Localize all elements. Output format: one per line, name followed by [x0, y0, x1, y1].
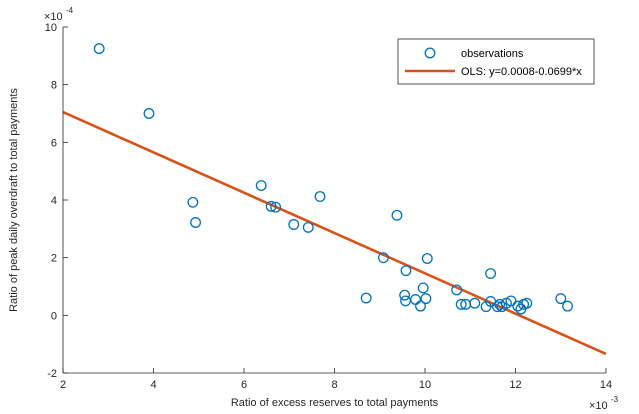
- y-tick-label: -2: [47, 368, 57, 380]
- x-tick-label: 4: [150, 379, 156, 391]
- observation-point: [521, 297, 533, 309]
- observation-point: [93, 43, 105, 55]
- observation-point: [255, 180, 267, 192]
- observation-point: [417, 282, 429, 294]
- observation-point: [391, 209, 403, 221]
- observation-point: [302, 221, 314, 233]
- observation-point: [270, 201, 282, 213]
- x-multiplier-base: ×10: [589, 400, 608, 412]
- x-multiplier-exponent: -3: [611, 395, 619, 404]
- observation-point: [420, 293, 432, 305]
- tick-labels: 2 4 6 8 10 12 14 -2 0 2 4 6 8 10: [45, 22, 612, 391]
- axes-layer: [62, 26, 607, 374]
- x-tick-label: 10: [419, 379, 431, 391]
- axes-box: [63, 27, 606, 373]
- observation-point: [415, 300, 426, 312]
- legend-entry-ols: OLS: y=0.0008-0.0699*x: [461, 66, 582, 78]
- y-tick-label: 10: [45, 22, 57, 34]
- observation-markers: [93, 43, 573, 315]
- observation-point: [377, 252, 389, 264]
- observation-point: [265, 200, 277, 212]
- x-tick-label: 14: [600, 379, 612, 391]
- ols-fit-line: [62, 110, 607, 356]
- observation-point: [190, 217, 202, 228]
- y-multiplier-exponent: -4: [66, 6, 74, 15]
- x-tick-label: 2: [60, 379, 66, 391]
- plot-area: [63, 27, 606, 373]
- x-axis-label: Ratio of excess reserves to total paymen…: [231, 397, 439, 409]
- y-tick-label: 2: [51, 253, 57, 265]
- observation-point: [288, 219, 300, 230]
- x-tick-label: 6: [241, 379, 247, 391]
- legend: observations OLS: y=0.0008-0.0699*x: [397, 38, 595, 85]
- y-multiplier-base: ×10: [44, 11, 63, 23]
- y-axis-label: Ratio of peak daily overdraft to total p…: [8, 88, 20, 312]
- observation-point: [555, 293, 567, 305]
- observation-point: [455, 298, 467, 310]
- legend-box: [397, 38, 595, 85]
- observation-point: [399, 289, 411, 301]
- observation-point: [314, 191, 326, 202]
- x-tick-label: 8: [331, 379, 337, 391]
- x-tick-label: 12: [509, 379, 521, 391]
- ols-line-layer: [62, 110, 607, 356]
- observation-point: [562, 300, 573, 312]
- observation-point: [491, 301, 503, 313]
- legend-marker-icon: [424, 47, 436, 59]
- y-tick-label: 0: [51, 310, 57, 322]
- observation-point: [187, 196, 199, 208]
- observation-point: [421, 253, 433, 264]
- y-tick-label: 8: [51, 80, 57, 92]
- y-tick-label: 6: [51, 137, 57, 149]
- observation-point: [400, 265, 412, 277]
- observation-point: [505, 295, 517, 307]
- observation-point: [469, 297, 481, 309]
- y-tick-label: 4: [51, 195, 57, 207]
- observation-point: [360, 292, 372, 304]
- observation-point: [494, 298, 506, 310]
- observation-point: [485, 268, 497, 279]
- observation-point: [451, 284, 463, 296]
- y-axis-multiplier: ×10 -4: [44, 6, 74, 23]
- observation-point: [143, 108, 155, 119]
- x-axis-multiplier: ×10 -3: [589, 395, 619, 412]
- legend-entry-observations: observations: [461, 48, 524, 60]
